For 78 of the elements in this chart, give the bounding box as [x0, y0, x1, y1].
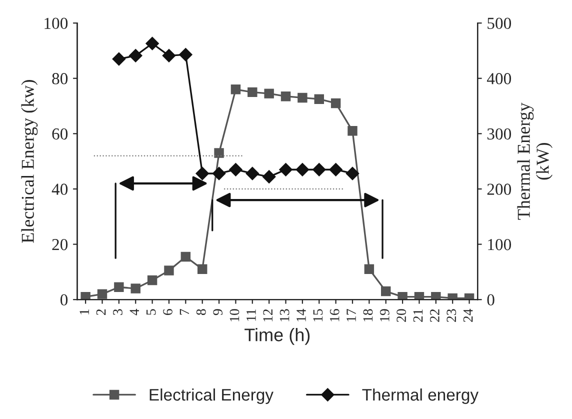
x-tick-label: 17 [346, 309, 356, 322]
x-tick-label: 7 [180, 309, 189, 315]
y-axis-title: Electrical Energy (kw) [21, 80, 38, 243]
point [112, 52, 126, 66]
point [248, 87, 258, 98]
legend-label: Thermal energy [362, 388, 479, 404]
y-tick-label: 100 [44, 18, 68, 29]
y-tick-label: 0 [60, 294, 68, 306]
x-tick-label: 24 [463, 308, 473, 322]
y-tick-label: 20 [52, 238, 68, 250]
point [114, 282, 124, 292]
point [196, 166, 209, 180]
x-tick-label: 5 [146, 309, 156, 315]
x-tick-label: 1 [80, 309, 89, 314]
x-tick-label: 13 [280, 309, 290, 322]
point [164, 266, 174, 276]
point [179, 48, 192, 62]
point [80, 292, 90, 300]
x-tick-label: 4 [130, 308, 139, 316]
y2-tick-label: 0 [487, 294, 494, 306]
point [280, 91, 291, 102]
x-tick-label: 20 [396, 309, 406, 322]
x-tick-label: 11 [246, 309, 256, 321]
point [162, 49, 176, 62]
y2-tick-label: 100 [488, 238, 512, 250]
point [414, 292, 424, 300]
point [398, 292, 408, 300]
x-tick-label: 15 [313, 309, 323, 322]
y2-tick-label: 200 [487, 184, 512, 195]
point [230, 84, 241, 94]
point [346, 166, 360, 180]
x-tick-label: 21 [413, 309, 423, 322]
x-tick-label: 14 [296, 308, 306, 322]
y2-tick-label: 300 [487, 128, 512, 140]
x-tick-label: 8 [196, 309, 206, 316]
point [298, 92, 308, 103]
point [97, 289, 108, 299]
point [296, 163, 310, 176]
point [330, 98, 341, 108]
x-tick-label: 3 [113, 309, 122, 315]
x-tick-label: 16 [330, 309, 340, 322]
point [431, 292, 441, 300]
point [212, 166, 226, 180]
point [264, 88, 274, 98]
x-tick-label: 12 [263, 309, 272, 322]
legend-label: Electrical Energy [150, 388, 274, 404]
x-tick-label: 22 [430, 309, 440, 322]
y2-tick-label: 500 [488, 18, 512, 29]
point [312, 163, 326, 176]
y-tick-label: 80 [52, 73, 68, 84]
point [214, 148, 224, 158]
point [262, 170, 276, 184]
point [130, 284, 140, 294]
y-tick-label: 60 [52, 128, 68, 140]
point [229, 163, 242, 176]
y2-tick-label: 400 [486, 73, 512, 84]
x-tick-label: 23 [446, 309, 456, 322]
x-tick-label: 2 [96, 309, 106, 315]
point [146, 36, 159, 50]
point [129, 49, 142, 62]
point [180, 252, 191, 262]
point [314, 94, 324, 104]
point [147, 275, 158, 286]
x-tick-label: 9 [213, 309, 223, 316]
point [279, 163, 292, 176]
x-tick-label: 6 [163, 309, 172, 315]
x-axis-title: Time (h) [244, 328, 310, 345]
x-tick-label: 19 [380, 309, 390, 322]
point [246, 166, 259, 180]
point [348, 126, 358, 136]
y2-axis-title: Thermal Energy (kW) [517, 102, 553, 220]
point [329, 163, 342, 176]
point [364, 264, 374, 274]
x-tick-label: 18 [363, 309, 373, 322]
point [197, 264, 208, 274]
y-tick-label: 40 [52, 184, 68, 195]
x-tick-label: 10 [230, 309, 240, 322]
point [381, 286, 391, 296]
